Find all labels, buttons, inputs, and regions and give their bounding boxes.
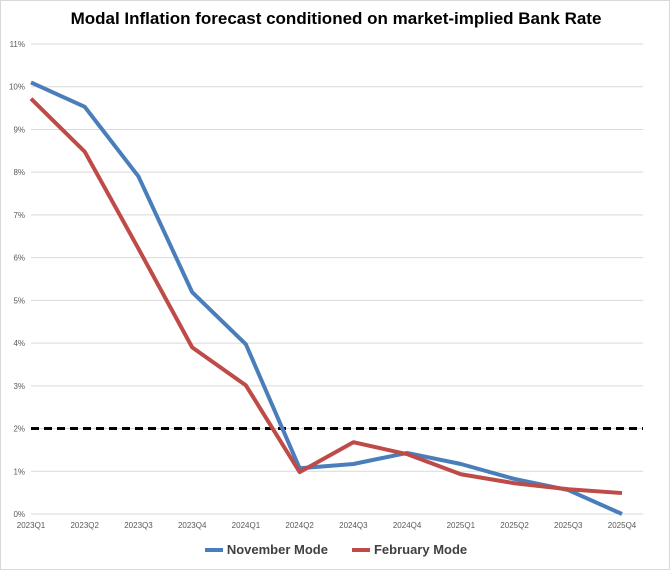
legend-swatch [352, 548, 370, 552]
x-tick-label: 2023Q3 [124, 521, 153, 530]
legend-label: November Mode [227, 542, 328, 557]
y-tick-label: 8% [13, 168, 25, 177]
series-line-february [31, 99, 622, 493]
y-tick-label: 5% [13, 296, 25, 305]
legend-item-february: February Mode [352, 542, 467, 557]
legend: November Mode February Mode [1, 542, 670, 557]
y-tick-label: 2% [13, 425, 25, 434]
x-tick-label: 2025Q4 [608, 521, 637, 530]
series-line-november [31, 82, 622, 514]
y-tick-label: 11% [10, 40, 25, 49]
x-tick-label: 2025Q2 [500, 521, 529, 530]
y-tick-label: 9% [13, 125, 25, 134]
x-tick-label: 2025Q3 [554, 521, 583, 530]
y-tick-label: 10% [9, 83, 25, 92]
y-tick-label: 6% [13, 254, 25, 263]
legend-item-november: November Mode [205, 542, 328, 557]
x-tick-label: 2024Q1 [232, 521, 261, 530]
x-tick-label: 2024Q2 [285, 521, 314, 530]
x-tick-label: 2024Q3 [339, 521, 368, 530]
y-tick-label: 7% [13, 211, 25, 220]
x-tick-label: 2024Q4 [393, 521, 422, 530]
y-tick-label: 0% [13, 510, 25, 519]
y-tick-label: 3% [13, 382, 25, 391]
x-tick-label: 2025Q1 [447, 521, 476, 530]
x-tick-label: 2023Q2 [70, 521, 99, 530]
legend-label: February Mode [374, 542, 467, 557]
y-tick-label: 1% [13, 467, 25, 476]
y-tick-label: 4% [13, 339, 25, 348]
legend-swatch [205, 548, 223, 552]
x-tick-label: 2023Q1 [17, 521, 46, 530]
x-tick-label: 2023Q4 [178, 521, 207, 530]
